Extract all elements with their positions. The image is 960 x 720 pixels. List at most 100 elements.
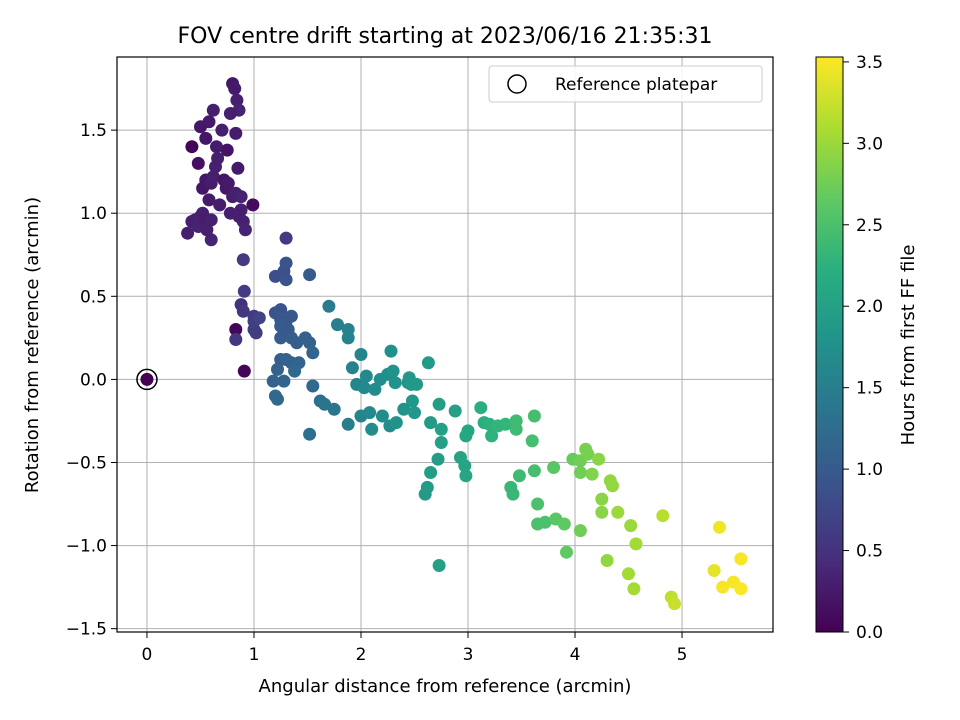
data-point (527, 409, 541, 423)
colorbar-ticks: 0.0 0.5 1.0 1.5 2.0 2.5 3.0 3.5 (843, 53, 883, 643)
data-point (274, 319, 288, 333)
data-point (345, 361, 359, 375)
data-point (531, 497, 545, 511)
y-tick-label: −0.5 (66, 453, 107, 473)
legend-entry: Reference platepar (555, 75, 717, 95)
y-axis-ticks: −1.5 −1.0 −0.5 0.0 0.5 1.0 1.5 (66, 121, 117, 640)
reference-point-fill (140, 372, 154, 386)
data-point (713, 520, 726, 534)
colorbar-frame (815, 56, 844, 633)
legend-marker (507, 74, 527, 94)
data-point (448, 404, 462, 418)
data-point (525, 434, 539, 448)
data-point (585, 467, 599, 481)
colorbar-tick-label: 0.5 (856, 542, 883, 562)
data-point (573, 524, 587, 538)
reference-point-ring (136, 368, 158, 391)
data-point (432, 559, 446, 572)
legend: Reference platepar (488, 65, 763, 103)
data-point (656, 509, 670, 523)
data-point (388, 376, 402, 390)
x-tick-label: 1 (249, 645, 260, 665)
data-point (354, 348, 368, 361)
y-tick-label: −1.0 (66, 537, 107, 557)
data-point (200, 223, 214, 237)
data-point (581, 447, 595, 461)
data-point (357, 381, 371, 395)
colorbar-tick-label: 0.0 (856, 623, 883, 643)
x-axis-label: Angular distance from reference (arcmin) (259, 676, 632, 697)
colorbar-label: Hours from first FF file (898, 245, 919, 446)
y-tick-label: 1.5 (80, 121, 107, 141)
reference-marker (136, 368, 158, 391)
y-axis-label: Rotation from reference (arcmin) (22, 197, 43, 493)
data-point (223, 107, 237, 120)
data-point (389, 416, 403, 430)
data-point (547, 461, 561, 474)
data-point (629, 537, 643, 551)
x-tick-label: 4 (570, 645, 581, 665)
data-point (181, 226, 195, 240)
data-point (363, 406, 377, 420)
data-point (560, 545, 573, 559)
data-point (271, 362, 284, 376)
data-point (306, 379, 320, 393)
data-point (199, 131, 213, 145)
data-point (624, 519, 638, 533)
data-point (627, 582, 641, 596)
data-point (229, 323, 243, 336)
data-point (322, 299, 336, 313)
legend-box (488, 65, 763, 103)
data-point (229, 333, 243, 346)
data-point (707, 564, 721, 577)
data-point (288, 364, 302, 378)
colorbar (816, 57, 843, 632)
data-point (434, 436, 448, 449)
x-tick-label: 2 (356, 645, 367, 665)
data-point (279, 231, 293, 245)
data-point (206, 170, 220, 184)
data-point (215, 123, 229, 137)
data-point (202, 193, 216, 207)
data-point (213, 198, 227, 212)
data-point (271, 392, 284, 406)
data-point (206, 103, 220, 117)
data-point (359, 369, 373, 383)
data-point (249, 326, 263, 340)
data-point (499, 417, 512, 431)
data-point (279, 256, 293, 270)
x-axis-ticks: 0 1 2 3 4 5 (142, 632, 687, 665)
data-point (327, 402, 341, 416)
y-tick-label: 1.0 (80, 204, 107, 224)
data-point (220, 143, 234, 157)
data-point (230, 93, 244, 107)
data-point (252, 311, 266, 325)
data-point (595, 492, 609, 506)
data-point (274, 303, 288, 317)
data-point (284, 309, 298, 323)
data-point (237, 284, 251, 298)
data-point (274, 331, 288, 345)
data-point (716, 580, 730, 594)
data-point (204, 233, 218, 247)
data-point (221, 176, 235, 190)
data-point (232, 210, 246, 223)
data-point (458, 459, 472, 473)
data-point (386, 364, 400, 378)
data-point (397, 402, 411, 416)
data-point (424, 466, 438, 479)
data-point (424, 416, 438, 430)
data-point (611, 505, 625, 519)
data-point (368, 382, 382, 396)
data-points (181, 77, 748, 611)
y-tick-label: 0.5 (80, 287, 107, 307)
data-point (734, 552, 748, 566)
data-point (277, 374, 291, 388)
y-tick-label: −1.5 (66, 620, 107, 640)
data-point (303, 427, 317, 441)
data-point (595, 505, 609, 519)
data-point (420, 480, 434, 494)
data-point (185, 140, 199, 154)
data-point (622, 567, 635, 581)
data-point (461, 424, 475, 438)
